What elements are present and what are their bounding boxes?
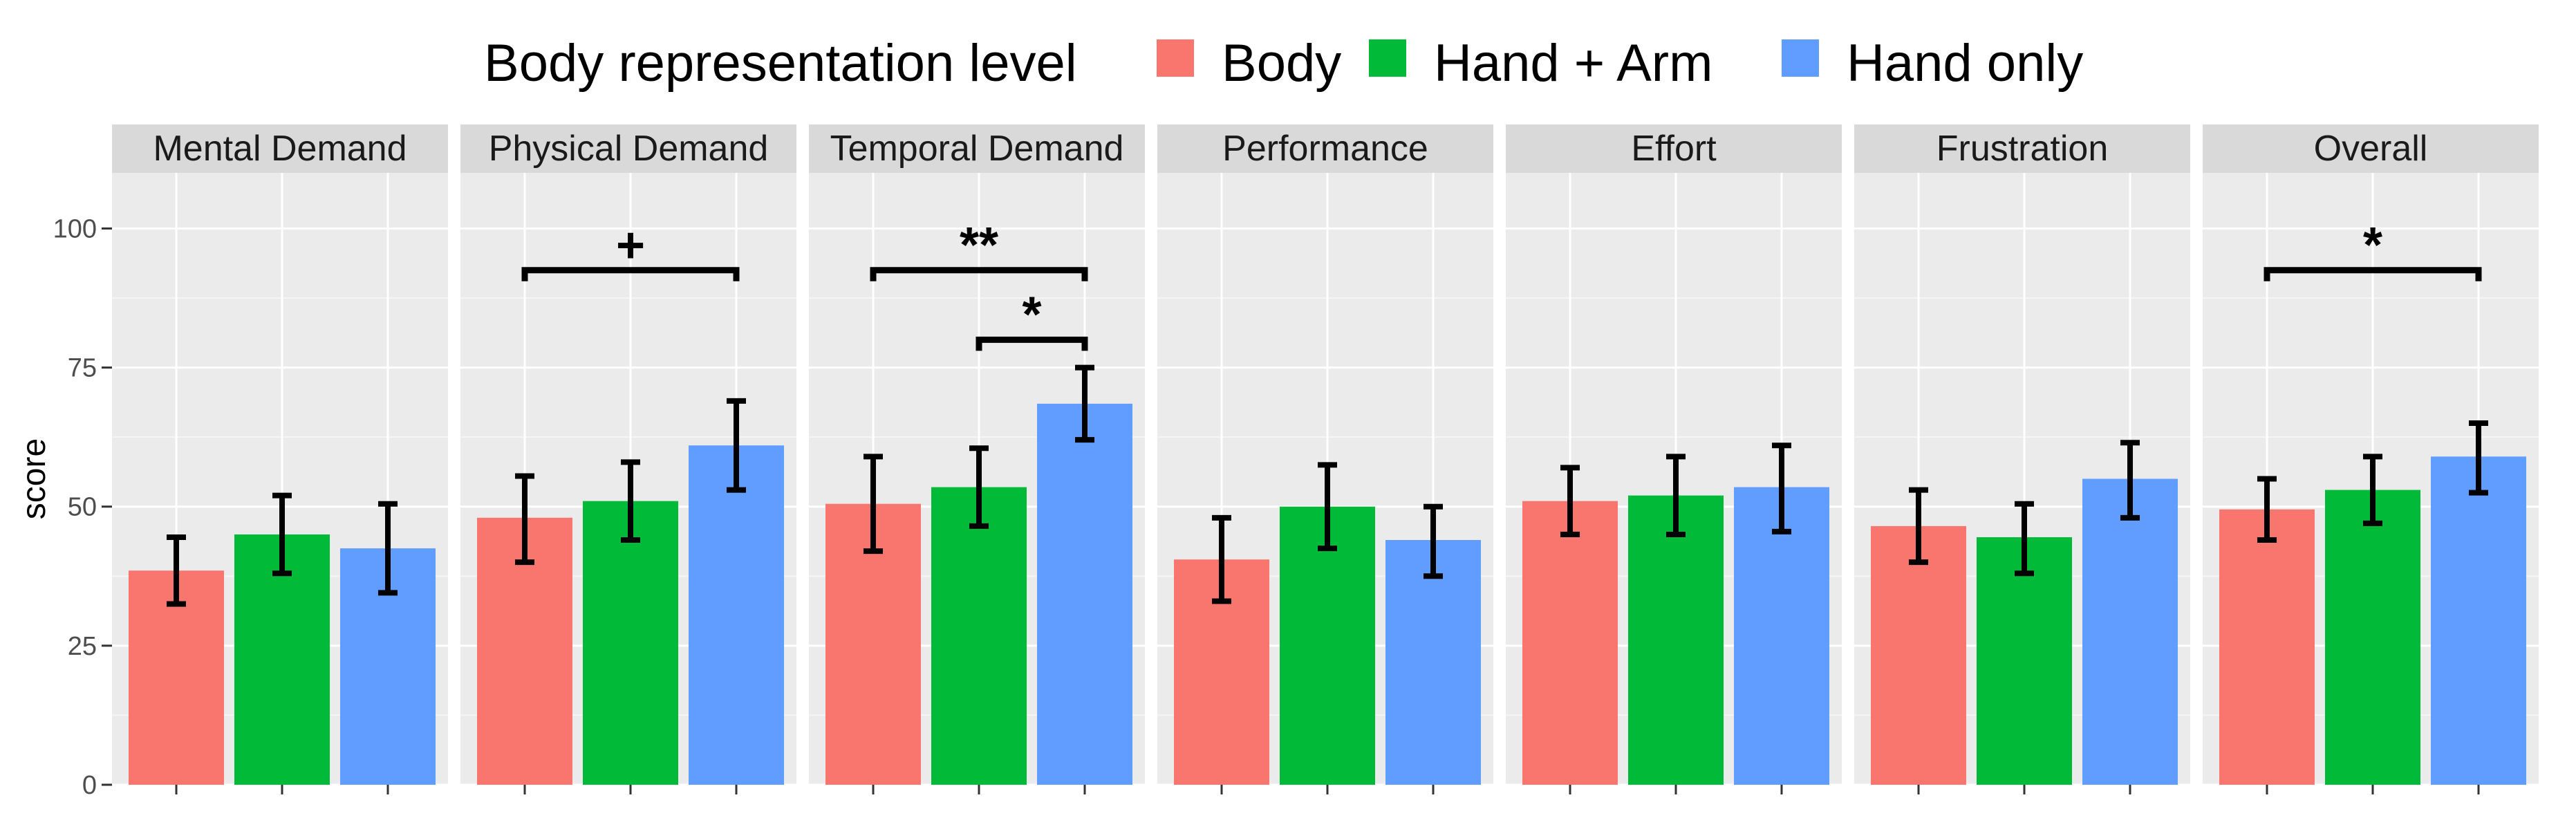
bar-hand-arm (1977, 537, 2072, 785)
bar-hand-arm (1280, 506, 1375, 785)
bar-hand-arm (2325, 490, 2420, 785)
bar-hand-arm (931, 487, 1027, 785)
bar-hand-arm (234, 534, 330, 785)
significance-bracket (976, 336, 1088, 351)
panel-strip (112, 124, 448, 173)
bar-hand-only (1385, 540, 1481, 785)
bar-hand-only (689, 445, 784, 785)
bar-hand-only (2082, 478, 2178, 785)
bar-hand-only (1037, 403, 1132, 785)
legend-label-hand-only: Hand only (1847, 34, 2083, 93)
panel-title: Effort (1631, 129, 1717, 169)
panel-temporal-demand: Temporal Demand*** (809, 124, 1145, 794)
panel-title: Physical Demand (489, 129, 769, 169)
panel-physical-demand: Physical Demand + (460, 124, 796, 794)
significance-label: ** (960, 218, 998, 273)
bar-hand-arm (583, 501, 678, 785)
panel-strip (1854, 124, 2190, 173)
legend-title: Body representation level (484, 34, 1077, 93)
bar-body (1522, 501, 1618, 785)
legend: Body representation level Body Hand + Arm H… (484, 34, 2083, 93)
significance-bracket (2264, 267, 2482, 281)
panel-strip (1506, 124, 1842, 173)
y-tick-label: 75 (68, 354, 97, 383)
y-tick-label: 0 (82, 771, 97, 800)
significance-label: * (2363, 218, 2382, 273)
panel-overall: Overall * (2203, 124, 2539, 794)
panel-effort: Effort (1506, 124, 1842, 794)
y-tick-label: 50 (68, 493, 97, 522)
facet-panels: Mental Demand Physical Demand + Temporal De… (112, 124, 2539, 794)
panel-mental-demand: Mental Demand (112, 124, 448, 794)
panel-strip (2203, 124, 2539, 173)
y-axis-title: score (16, 438, 53, 519)
panel-strip (460, 124, 796, 173)
bar-hand-only (1734, 487, 1829, 785)
panel-strip (809, 124, 1145, 173)
y-axis: 0 25 50 75 100 score (16, 214, 112, 800)
significance-bracket (521, 267, 740, 281)
significance-bracket (870, 267, 1088, 281)
bar-hand-only (2431, 456, 2526, 785)
panel-title: Frustration (1936, 129, 2109, 169)
panel-title: Temporal Demand (830, 129, 1124, 169)
panel-title: Performance (1222, 129, 1428, 169)
legend-label-body: Body (1222, 34, 1341, 93)
y-tick-label: 100 (53, 214, 97, 243)
panel-frustration: Frustration (1854, 124, 2190, 794)
significance-label: + (616, 218, 645, 273)
bar-hand-arm (1628, 495, 1724, 785)
y-tick-label: 25 (68, 632, 97, 661)
legend-key-hand-only (1782, 39, 1819, 77)
bar-body (1871, 525, 1966, 785)
legend-label-hand-arm: Hand + Arm (1434, 34, 1712, 93)
bar-body (2219, 509, 2315, 785)
panel-performance: Performance (1157, 124, 1493, 794)
legend-key-hand-arm (1369, 39, 1406, 77)
legend-key-body (1157, 39, 1194, 77)
significance-label: * (1022, 287, 1041, 342)
panel-strip (1157, 124, 1493, 173)
panel-title: Overall (2314, 129, 2428, 169)
panel-title: Mental Demand (153, 129, 407, 169)
